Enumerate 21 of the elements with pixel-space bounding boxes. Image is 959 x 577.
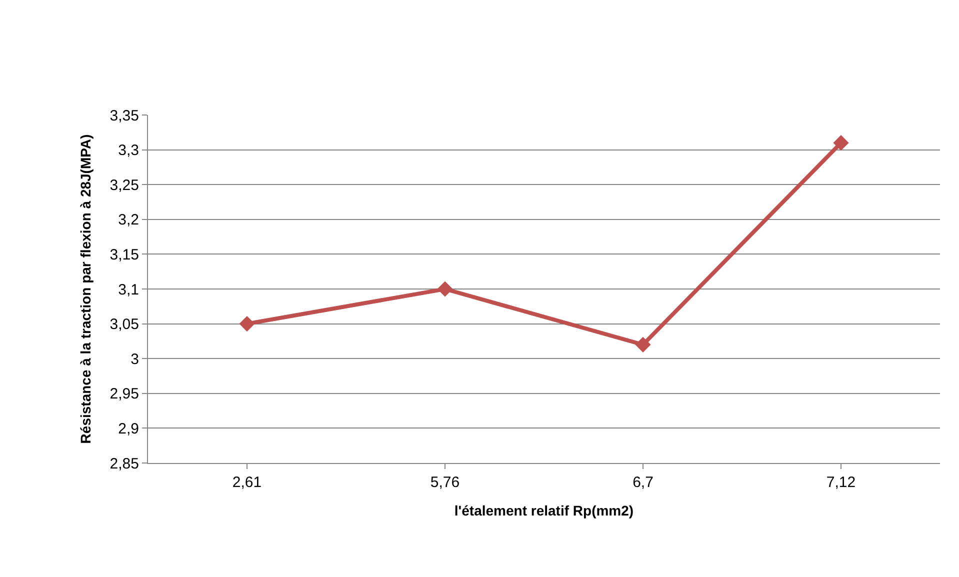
y-tick-label: 3,35 (110, 107, 139, 124)
point (833, 135, 849, 151)
y-tick-label: 2,9 (118, 420, 139, 438)
y-tick-label: 3,3 (118, 142, 139, 160)
y-axis-title: Résistance à la traction par flexion à 28J(MPA) (77, 134, 94, 444)
y-tick-label: 3,05 (110, 316, 139, 334)
x-tick-label: 6,7 (632, 474, 654, 491)
x-tick-label: 7,12 (826, 474, 856, 491)
point (437, 281, 453, 297)
point (635, 336, 651, 352)
x-axis-title: l'étalement relatif Rp(mm2) (454, 502, 634, 518)
y-tick-label: 3,25 (110, 176, 139, 194)
y-tick-label: 3,2 (118, 212, 139, 229)
y-tick-label: 3,15 (110, 246, 139, 264)
y-tick-label: 3,1 (118, 281, 139, 298)
point (239, 316, 255, 332)
y-tick-label: 2,95 (110, 386, 139, 403)
y-tick-label: 2,85 (110, 455, 139, 472)
y-tick-label: 3 (130, 350, 139, 368)
x-tick-label: 2,61 (232, 474, 262, 491)
x-tick-label: 5,76 (430, 474, 460, 491)
